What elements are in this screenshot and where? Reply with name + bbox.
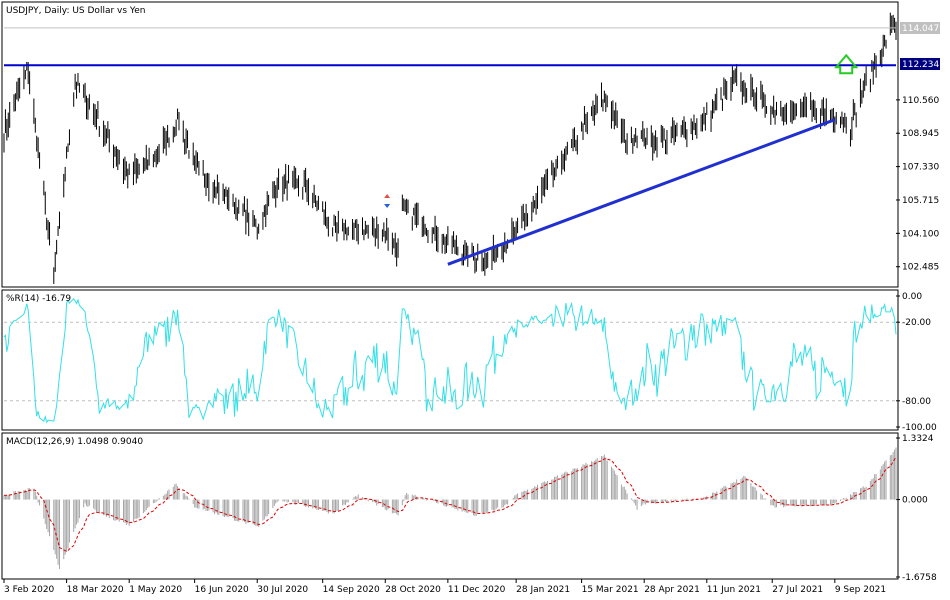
williams-r-line [3, 298, 897, 424]
price-tick-label: 104.100 [902, 229, 939, 239]
williams-tick-label: 0.00 [902, 292, 922, 302]
trade-marker-icon [384, 194, 391, 198]
date-tick-label: 9 Sep 2021 [835, 585, 886, 595]
williams-tick-label: -100.00 [902, 423, 937, 433]
price-tick-label: 110.560 [902, 96, 939, 106]
date-tick-label: 28 Oct 2020 [385, 585, 441, 595]
date-tick-label: 28 Apr 2021 [644, 585, 700, 595]
price-bars [3, 12, 897, 284]
williams-panel-title: %R(14) -16.79 [6, 294, 71, 304]
price-overlays [4, 27, 896, 266]
macd-tick-label: -1.6758 [902, 573, 937, 583]
macd-tick-label: 1.3324 [902, 434, 934, 444]
current-price-box [900, 22, 940, 34]
williams-tick-label: -20.00 [902, 318, 931, 328]
date-tick-label: 27 Jul 2021 [772, 585, 823, 595]
date-tick-label: 18 Mar 2020 [67, 585, 124, 595]
date-tick-label: 11 Dec 2020 [448, 585, 506, 595]
macd-panel-frame [1, 432, 899, 580]
price-tick-label: 108.945 [902, 129, 939, 139]
date-tick-label: 3 Feb 2020 [4, 585, 55, 595]
macd-panel-title: MACD(12,26,9) 1.0498 0.9040 [6, 437, 143, 447]
williams-r-panel: 0.00 -20.00 -80.00 -100.00 [3, 292, 937, 433]
level-price-label: 112.234 [902, 60, 939, 70]
up-arrow-icon [834, 53, 859, 75]
price-tick-label: 107.330 [902, 163, 939, 173]
price-axis: 110.560 108.945 107.330 105.715 104.100 102.4… [896, 96, 939, 273]
date-tick-label: 14 Sep 2020 [323, 585, 380, 595]
level-price-box [900, 58, 940, 70]
macd-tick-label: 0.000 [902, 496, 928, 506]
price-tick-label: 105.715 [902, 196, 939, 206]
date-tick-label: 11 Jun 2021 [707, 585, 761, 595]
date-tick-label: 28 Jan 2021 [516, 585, 570, 595]
price-panel-frame [1, 1, 899, 288]
price-tick-label: 102.485 [902, 263, 939, 273]
date-tick-label: 15 Mar 2021 [582, 585, 639, 595]
macd-panel: 1.3324 0.000 -1.6758 [3, 434, 937, 583]
date-tick-label: 30 Jul 2020 [257, 585, 308, 595]
macd-signal-line [3, 456, 897, 552]
current-price-label: 114.047 [902, 24, 939, 34]
trend-line [447, 118, 836, 266]
williams-tick-label: -80.00 [902, 397, 931, 407]
price-panel-title: USDJPY, Daily: US Dollar vs Yen [6, 6, 145, 16]
date-axis: 3 Feb 2020 18 Mar 2020 1 May 2020 16 Jun 20… [3, 579, 886, 595]
trade-marker-icon [384, 204, 391, 208]
date-tick-label: 16 Jun 2020 [195, 585, 249, 595]
date-tick-label: 1 May 2020 [129, 585, 182, 595]
williams-panel-frame [1, 289, 899, 431]
